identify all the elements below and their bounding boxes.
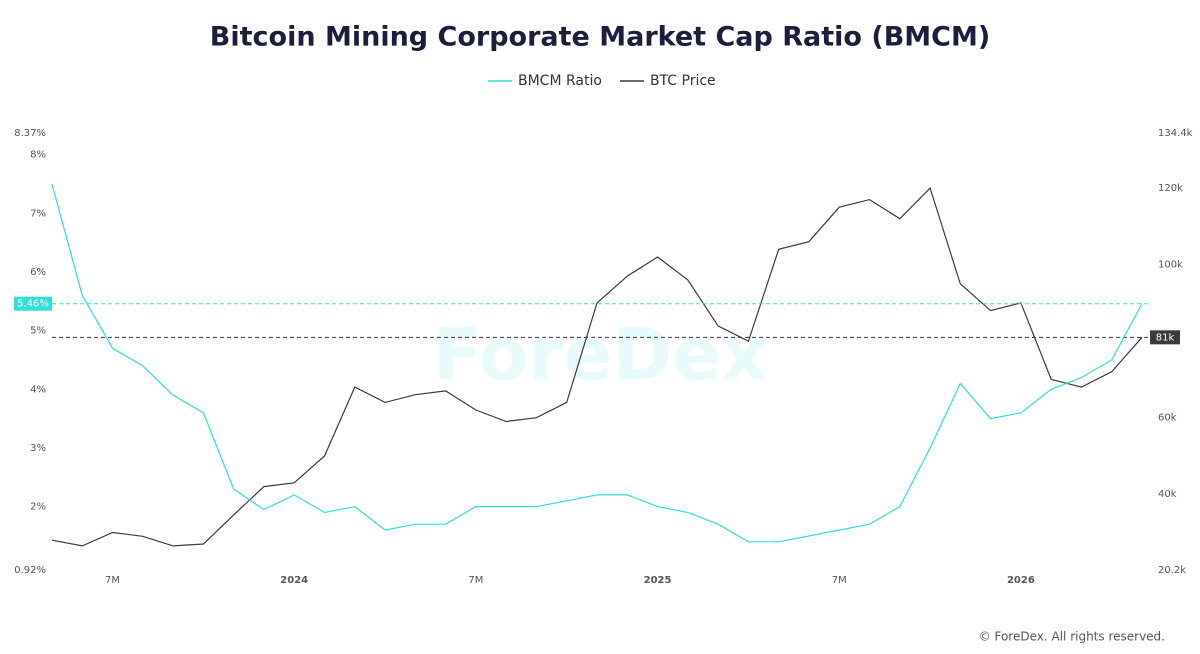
y-tick-label: 8.37% bbox=[14, 128, 46, 139]
y-tick-label: 7% bbox=[30, 208, 46, 219]
x-tick-label: 7M bbox=[832, 575, 847, 586]
last-value-label: 81k bbox=[1156, 332, 1175, 343]
legend-label: BMCM Ratio bbox=[518, 73, 602, 89]
y-tick-label: 8% bbox=[30, 150, 46, 161]
x-tick-label: 2025 bbox=[644, 575, 672, 586]
x-tick-label: 2026 bbox=[1007, 575, 1035, 586]
last-value-badge bbox=[1150, 330, 1180, 345]
x-tick-label: 2024 bbox=[280, 575, 308, 586]
last-value-badge bbox=[14, 296, 52, 311]
y-tick-label: 3% bbox=[30, 443, 46, 454]
legend-label: BTC Price bbox=[650, 73, 716, 89]
y-tick-label: 6% bbox=[30, 267, 46, 278]
x-tick-label: 7M bbox=[105, 575, 120, 586]
y2-tick-label: 60k bbox=[1158, 413, 1177, 424]
y-tick-label: 2% bbox=[30, 502, 46, 513]
y-tick-label: 0.92% bbox=[14, 565, 46, 576]
y-tick-label: 4% bbox=[30, 384, 46, 395]
y2-tick-label: 134.4k bbox=[1158, 128, 1193, 139]
x-tick-label: 7M bbox=[468, 575, 483, 586]
y2-tick-label: 40k bbox=[1158, 489, 1177, 500]
last-value-label: 5.46% bbox=[17, 299, 49, 310]
watermark: ForeDex bbox=[432, 313, 767, 397]
y2-tick-label: 20.2k bbox=[1158, 565, 1186, 576]
y-tick-label: 5% bbox=[30, 326, 46, 337]
chart-title: Bitcoin Mining Corporate Market Cap Rati… bbox=[210, 22, 990, 53]
y2-tick-label: 100k bbox=[1158, 260, 1183, 271]
footer: © ForeDex. All rights reserved. bbox=[979, 630, 1165, 644]
y2-tick-label: 120k bbox=[1158, 183, 1183, 194]
series-line bbox=[51, 186, 1143, 547]
series-line bbox=[51, 183, 1143, 543]
